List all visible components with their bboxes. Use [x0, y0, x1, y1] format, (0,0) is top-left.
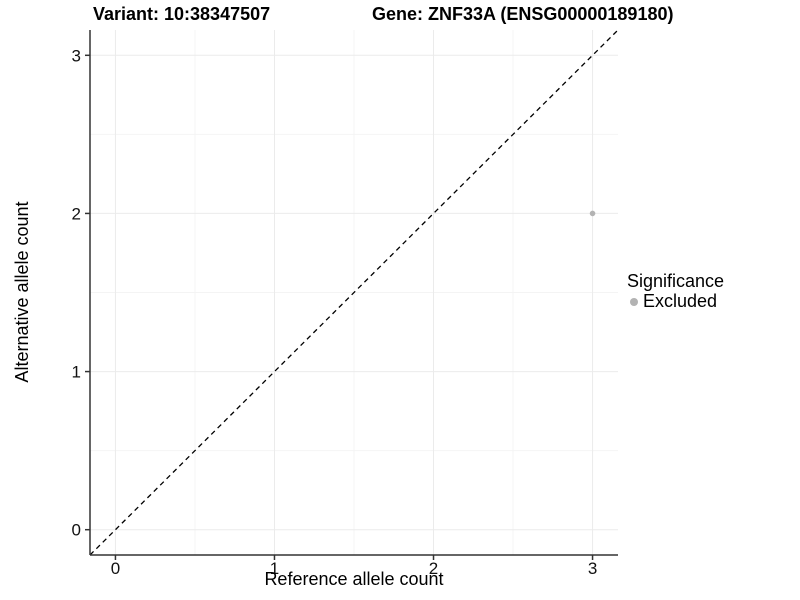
x-tick-label: 2	[429, 559, 438, 578]
excluded-point-icon	[630, 298, 638, 306]
legend-item-label: Excluded	[643, 291, 718, 311]
legend-item-excluded: Excluded	[627, 291, 724, 311]
y-axis-label: Alternative allele count	[12, 201, 32, 383]
y-tick-label: 2	[72, 204, 81, 223]
x-tick-label: 0	[111, 559, 120, 578]
x-axis-label: Reference allele count	[264, 569, 444, 589]
y-tick-label: 1	[72, 363, 81, 382]
y-tick-label: 0	[72, 521, 81, 540]
x-tick-label: 3	[588, 559, 597, 578]
identity-dashed-line	[89, 29, 619, 556]
gene-title: Gene: ZNF33A (ENSG00000189180)	[372, 4, 674, 24]
y-tick-label: 3	[72, 46, 81, 65]
x-tick-label: 1	[270, 559, 279, 578]
data-point-excluded	[589, 210, 596, 217]
legend: Significance Excluded	[627, 271, 724, 311]
legend-title: Significance	[627, 271, 725, 291]
variant-title: Variant: 10:38347507	[93, 4, 271, 24]
